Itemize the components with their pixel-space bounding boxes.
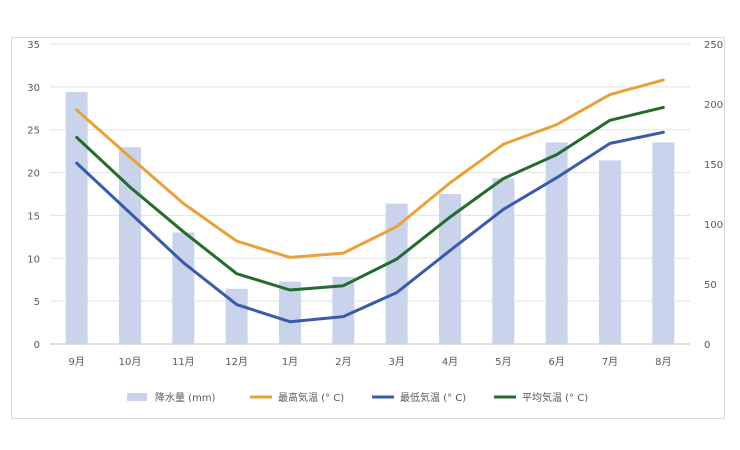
low-temp-line — [75, 130, 665, 324]
legend-precipitation-swatch — [127, 393, 147, 401]
y-right-tick-label: 150 — [704, 160, 723, 171]
legend-high-temp-label: 最高気温 (° C) — [278, 391, 344, 404]
high-temp-line — [75, 78, 665, 259]
precipitation-bar — [385, 203, 408, 344]
y-right-tick-label: 250 — [704, 40, 723, 51]
mean-temp-line — [75, 105, 665, 292]
x-tick-label: 2月 — [335, 356, 351, 368]
y-left-tick-label: 25 — [27, 126, 40, 137]
x-tick-label: 5月 — [495, 356, 511, 368]
y-left-tick-label: 15 — [27, 211, 40, 222]
x-tick-label: 4月 — [442, 356, 458, 368]
y-left-tick-label: 10 — [27, 254, 40, 265]
legend-precipitation-label: 降水量 (mm) — [155, 391, 216, 404]
precipitation-bar — [225, 288, 248, 344]
precipitation-bar — [279, 281, 301, 344]
legend-mean-temp-label: 平均気温 (° C) — [522, 391, 588, 404]
x-tick-label: 1月 — [282, 356, 298, 368]
precipitation-bar — [172, 232, 195, 344]
precipitation-bar — [119, 147, 141, 344]
x-tick-label: 3月 — [388, 356, 404, 368]
x-tick-label: 9月 — [68, 356, 84, 368]
y-left-tick-label: 0 — [34, 340, 40, 351]
precipitation-bar — [652, 142, 675, 344]
y-left-tick-label: 20 — [27, 169, 40, 180]
x-tick-label: 11月 — [172, 356, 195, 368]
y-left-tick-label: 35 — [27, 40, 40, 51]
precipitation-bar — [545, 142, 568, 344]
x-tick-label: 12月 — [225, 356, 248, 368]
precipitation-bar — [332, 276, 355, 344]
legend-low-temp-label: 最低気温 (° C) — [400, 391, 466, 404]
y-left-tick-label: 30 — [27, 83, 40, 94]
y-right-tick-label: 0 — [704, 340, 710, 351]
x-tick-label: 6月 — [548, 356, 564, 368]
y-right-tick-label: 200 — [704, 100, 723, 111]
precipitation-bar — [492, 178, 515, 344]
y-right-tick-label: 50 — [704, 280, 717, 291]
x-tick-label: 8月 — [655, 356, 671, 368]
precipitation-bar — [65, 92, 88, 344]
x-tick-label: 7月 — [602, 356, 618, 368]
y-left-tick-label: 5 — [34, 297, 40, 308]
y-right-tick-label: 100 — [704, 220, 723, 231]
x-tick-label: 10月 — [119, 356, 142, 368]
precipitation-bar — [599, 160, 621, 344]
precipitation-bar — [439, 194, 461, 344]
